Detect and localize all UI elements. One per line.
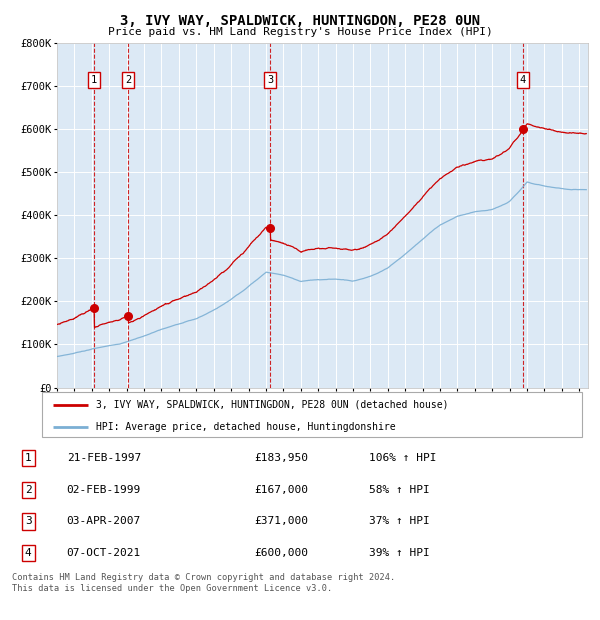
Text: £600,000: £600,000 bbox=[254, 548, 308, 558]
Text: 37% ↑ HPI: 37% ↑ HPI bbox=[369, 516, 430, 526]
Text: 58% ↑ HPI: 58% ↑ HPI bbox=[369, 485, 430, 495]
Text: 39% ↑ HPI: 39% ↑ HPI bbox=[369, 548, 430, 558]
Text: 3, IVY WAY, SPALDWICK, HUNTINGDON, PE28 0UN: 3, IVY WAY, SPALDWICK, HUNTINGDON, PE28 … bbox=[120, 14, 480, 28]
Text: £183,950: £183,950 bbox=[254, 453, 308, 463]
Text: 03-APR-2007: 03-APR-2007 bbox=[67, 516, 141, 526]
Text: 3: 3 bbox=[25, 516, 32, 526]
Text: 2: 2 bbox=[25, 485, 32, 495]
Text: 106% ↑ HPI: 106% ↑ HPI bbox=[369, 453, 437, 463]
Text: 4: 4 bbox=[520, 75, 526, 85]
Text: 1: 1 bbox=[91, 75, 97, 85]
Text: 2: 2 bbox=[125, 75, 131, 85]
Text: HPI: Average price, detached house, Huntingdonshire: HPI: Average price, detached house, Hunt… bbox=[96, 422, 395, 432]
Text: Price paid vs. HM Land Registry's House Price Index (HPI): Price paid vs. HM Land Registry's House … bbox=[107, 27, 493, 37]
Text: 07-OCT-2021: 07-OCT-2021 bbox=[67, 548, 141, 558]
Text: 3, IVY WAY, SPALDWICK, HUNTINGDON, PE28 0UN (detached house): 3, IVY WAY, SPALDWICK, HUNTINGDON, PE28 … bbox=[96, 400, 449, 410]
Text: 1: 1 bbox=[25, 453, 32, 463]
Text: 3: 3 bbox=[267, 75, 274, 85]
Text: Contains HM Land Registry data © Crown copyright and database right 2024.
This d: Contains HM Land Registry data © Crown c… bbox=[12, 574, 395, 593]
Text: 02-FEB-1999: 02-FEB-1999 bbox=[67, 485, 141, 495]
FancyBboxPatch shape bbox=[42, 392, 582, 437]
Text: £167,000: £167,000 bbox=[254, 485, 308, 495]
Text: 21-FEB-1997: 21-FEB-1997 bbox=[67, 453, 141, 463]
Text: £371,000: £371,000 bbox=[254, 516, 308, 526]
Text: 4: 4 bbox=[25, 548, 32, 558]
